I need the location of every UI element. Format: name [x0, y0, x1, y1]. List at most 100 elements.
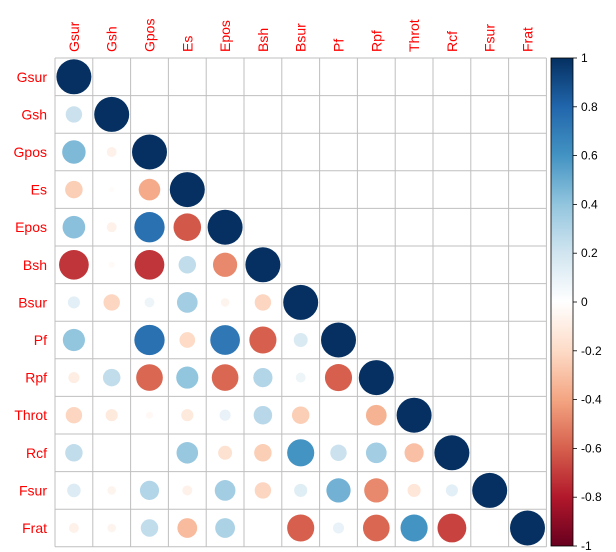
corr-circle-Rcf-Gsur [65, 444, 83, 462]
colorbar-tick-label: 0.6 [581, 149, 598, 163]
corr-circle-Bsh-Es [178, 256, 197, 274]
corr-circle-Frat-Frat [510, 510, 545, 546]
corr-circle-Fsur-Bsh [254, 482, 272, 499]
col-label-Gpos: Gpos [142, 19, 158, 52]
corr-circle-Frat-Pf [332, 522, 345, 534]
corr-circle-Throt-Gsur [65, 406, 83, 424]
corr-circle-Rpf-Es [176, 366, 199, 389]
corr-circle-Rpf-Gsh [102, 368, 121, 387]
corr-circle-Bsh-Gsh [108, 261, 115, 268]
corr-circle-Bsur-Bsh [254, 294, 272, 311]
corr-circle-Gsur-Gsur [56, 59, 92, 95]
col-label-Gsh: Gsh [104, 26, 120, 52]
colorbar-tick-label: 0.4 [581, 197, 598, 211]
corr-circle-Fsur-Rpf [364, 478, 389, 503]
corr-circle-Rpf-Gpos [136, 364, 163, 391]
colorbar-tick-label: -0.6 [581, 441, 602, 455]
corr-circle-Throt-Bsh [253, 405, 273, 425]
corr-circle-Rpf-Pf [324, 364, 353, 392]
corr-circle-Pf-Epos [210, 325, 240, 355]
row-label-Rpf: Rpf [25, 370, 47, 386]
corr-circle-Frat-Rpf [362, 514, 390, 542]
row-label-Gsur: Gsur [17, 69, 48, 85]
col-label-Fsur: Fsur [482, 24, 498, 52]
corr-circle-Frat-Gsur [68, 523, 79, 533]
col-label-Gsur: Gsur [66, 21, 82, 52]
corr-circle-Frat-Gpos [140, 519, 159, 537]
row-label-Throt: Throt [14, 407, 47, 423]
corr-circle-Rcf-Rpf [365, 442, 387, 464]
corr-circle-Rcf-Rcf [434, 435, 470, 471]
corr-circle-Bsh-Gsur [59, 249, 89, 280]
colorbar-tick-label: 1 [581, 51, 588, 65]
corr-circle-Pf-Bsh [249, 326, 277, 354]
corr-circle-Throt-Gpos [146, 411, 153, 419]
corr-circle-Rcf-Bsh [254, 444, 272, 462]
variable-labels: Gsur Gsur Gsh Gsh Gpos Gpos Es Es Epos Epos Bsh Bsh… [14, 19, 536, 536]
corr-circle-Rcf-Throt [404, 443, 424, 463]
row-label-Epos: Epos [15, 219, 47, 235]
corr-circle-Fsur-Rcf [445, 484, 458, 497]
colorbar-tick-label: -0.4 [581, 393, 602, 407]
corr-circle-Es-Gsh [109, 187, 115, 193]
colorbar-tick-label: 0 [581, 295, 588, 309]
corr-circle-Bsh-Gpos [134, 249, 165, 280]
corr-circle-Epos-Epos [207, 209, 243, 245]
corr-circle-Fsur-Es [182, 485, 193, 496]
colorbar-tick-label: -0.8 [581, 490, 602, 504]
corr-circle-Epos-Gpos [134, 212, 165, 243]
corr-circle-Throt-Throt [396, 397, 432, 433]
col-label-Epos: Epos [217, 20, 233, 52]
corr-circle-Fsur-Pf [326, 478, 351, 503]
row-label-Rcf: Rcf [26, 445, 47, 461]
corr-circle-Bsur-Gsh [103, 294, 120, 311]
corr-circle-Rpf-Epos [211, 364, 239, 391]
corr-circle-Throt-Epos [219, 409, 231, 421]
corr-circle-Rcf-Bsur [287, 439, 315, 467]
colorbar-tick-label: -0.2 [581, 344, 602, 358]
row-label-Bsh: Bsh [23, 257, 47, 273]
corr-circle-Pf-Pf [321, 322, 356, 358]
correlation-circles [56, 59, 545, 546]
corr-circle-Frat-Throt [400, 514, 428, 542]
col-label-Bsur: Bsur [293, 23, 309, 52]
col-label-Bsh: Bsh [255, 28, 271, 52]
corr-circle-Rpf-Gsur [68, 372, 80, 384]
row-label-Frat: Frat [22, 520, 47, 536]
col-label-Es: Es [179, 36, 195, 52]
corr-circle-Rpf-Bsur [295, 372, 306, 383]
corr-circle-Frat-Es [177, 518, 198, 538]
corr-circle-Pf-Es [179, 332, 196, 348]
row-label-Gsh: Gsh [21, 106, 47, 122]
corr-circle-Fsur-Epos [214, 480, 236, 501]
col-label-Rcf: Rcf [444, 31, 460, 52]
row-label-Es: Es [31, 182, 47, 198]
col-label-Rpf: Rpf [368, 30, 384, 52]
row-label-Bsur: Bsur [18, 294, 47, 310]
corr-circle-Pf-Gpos [134, 324, 165, 356]
corr-circle-Es-Gsur [65, 180, 83, 199]
row-label-Pf: Pf [34, 332, 47, 348]
corr-circle-Bsur-Gpos [144, 297, 155, 308]
corr-circle-Fsur-Fsur [472, 472, 508, 508]
corr-circle-Epos-Gsur [62, 215, 86, 239]
corr-circle-Bsur-Es [176, 292, 198, 313]
corr-circle-Es-Es [169, 172, 205, 208]
corr-circle-Frat-Epos [215, 518, 236, 538]
corr-circle-Pf-Bsur [293, 333, 308, 347]
corr-circle-Fsur-Throt [407, 483, 421, 497]
colorbar-tick-label: 0.2 [581, 246, 598, 260]
row-label-Fsur: Fsur [19, 482, 47, 498]
corr-circle-Gpos-Gpos [132, 134, 167, 170]
colorbar-tick-label: -1 [581, 539, 592, 552]
corr-circle-Bsh-Bsh [245, 247, 281, 283]
corr-circle-Bsh-Epos [212, 252, 238, 277]
corr-circle-Frat-Gsh [107, 523, 116, 533]
corr-circle-Throt-Rpf [365, 404, 387, 426]
colorbar: 1 0.8 0.6 0.4 0.2 0 -0.2 -0.4 -0.6 -0.8 -1 [550, 51, 602, 552]
corr-circle-Throt-Bsur [291, 406, 310, 424]
corr-circle-Fsur-Gpos [139, 480, 160, 500]
corr-circle-Frat-Bsur [287, 514, 315, 542]
corr-circle-Rpf-Bsh [253, 368, 273, 388]
